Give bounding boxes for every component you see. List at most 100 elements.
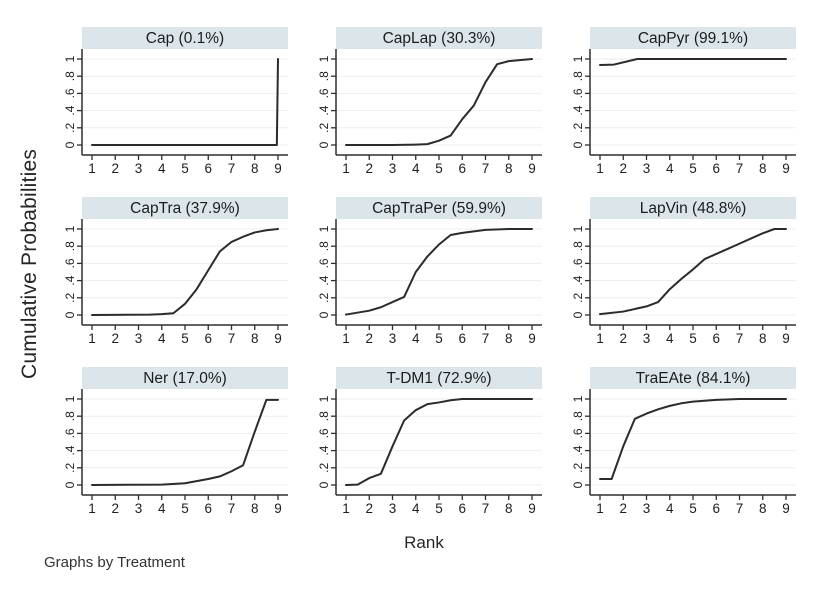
x-tick-label: 1: [342, 501, 350, 515]
x-tick-label: 8: [505, 501, 513, 515]
figure-footer: Graphs by Treatment: [44, 554, 185, 571]
x-tick-label: 6: [712, 161, 720, 175]
panel-LapVin: LapVin (48.8%) 0 .2 .4 .6 .8 1 1 2 3 4 5 6 7 8 9: [564, 197, 818, 345]
x-tick-label: 5: [181, 331, 189, 345]
y-tick-label: 1: [317, 55, 331, 62]
y-tick-label: .2: [63, 462, 77, 472]
x-tick-label: 8: [251, 161, 259, 175]
panel-plot-TraEAte: TraEAte (84.1%) 0 .2 .4 .6 .8 1 1 2 3 4 5 6 7 8 9: [571, 367, 796, 515]
y-tick-label: 1: [317, 225, 331, 232]
y-tick-label: 1: [571, 225, 585, 232]
y-tick-label: .4: [63, 445, 77, 455]
x-tick-label: 4: [666, 501, 674, 515]
x-tick-label: 8: [505, 161, 513, 175]
panel-title: CapTra (37.9%): [130, 200, 240, 217]
y-tick-label: .6: [571, 88, 585, 98]
x-tick-label: 7: [736, 161, 744, 175]
y-tick-label: .8: [571, 411, 585, 421]
panel-title: T-DM1 (72.9%): [386, 370, 491, 387]
panel-title-band: [590, 197, 796, 219]
y-tick-label: .6: [571, 428, 585, 438]
y-tick-label: 1: [63, 395, 77, 402]
y-tick-label: .4: [317, 445, 331, 455]
y-tick-label: 1: [63, 55, 77, 62]
x-tick-label: 8: [759, 161, 767, 175]
x-tick-label: 3: [643, 501, 651, 515]
panel-title-band: [82, 197, 288, 219]
panel-plot-T-DM1: T-DM1 (72.9%) 0 .2 .4 .6 .8 1 1 2 3 4 5 6 7 8 9: [317, 367, 542, 515]
x-tick-label: 3: [135, 331, 143, 345]
y-tick-label: .6: [317, 88, 331, 98]
x-tick-label: 7: [228, 331, 236, 345]
x-tick-label: 5: [689, 331, 697, 345]
panel-Cap: Cap (0.1%) 0 .2 .4 .6 .8 1 1 2 3 4 5 6 7 8 9: [56, 27, 310, 175]
y-tick-label: .8: [571, 241, 585, 251]
curve-CapLap: [345, 58, 533, 146]
panel-title: CapTraPer (59.9%): [372, 200, 506, 217]
panel-title: CapPyr (99.1%): [638, 30, 748, 47]
y-tick-label: .2: [571, 292, 585, 302]
panel-title: Ner (17.0%): [143, 370, 227, 387]
y-tick-label: .6: [63, 428, 77, 438]
x-tick-label: 5: [435, 331, 443, 345]
y-tick-label: .8: [571, 71, 585, 81]
x-tick-label: 1: [88, 331, 96, 345]
panel-plot-CapTra: CapTra (37.9%) 0 .2 .4 .6 .8 1 1 2 3 4 5 6 7 8 9: [63, 197, 288, 345]
curve-LapVin: [599, 228, 787, 316]
x-tick-label: 3: [389, 501, 397, 515]
y-tick-label: 0: [317, 311, 331, 318]
y-tick-label: 0: [571, 311, 585, 318]
y-tick-label: .6: [317, 258, 331, 268]
x-tick-label: 2: [619, 161, 627, 175]
x-tick-label: 9: [782, 161, 790, 175]
x-tick-label: 6: [458, 501, 466, 515]
x-tick-label: 3: [643, 331, 651, 345]
y-tick-label: .4: [63, 275, 77, 285]
y-tick-label: 1: [571, 395, 585, 402]
x-tick-label: 9: [274, 501, 282, 515]
y-tick-label: .8: [63, 411, 77, 421]
x-tick-label: 8: [251, 501, 259, 515]
panel-TraEAte: TraEAte (84.1%) 0 .2 .4 .6 .8 1 1 2 3 4 5 6 7 8 9: [564, 367, 818, 515]
x-tick-label: 2: [111, 501, 119, 515]
y-tick-label: .6: [63, 88, 77, 98]
x-tick-label: 6: [712, 501, 720, 515]
x-tick-label: 2: [111, 331, 119, 345]
y-tick-label: .8: [317, 411, 331, 421]
panel-Ner: Ner (17.0%) 0 .2 .4 .6 .8 1 1 2 3 4 5 6 7 8 9: [56, 367, 310, 515]
y-tick-label: .8: [63, 241, 77, 251]
panel-title: Cap (0.1%): [146, 30, 224, 47]
y-tick-label: 0: [317, 481, 331, 488]
x-tick-label: 8: [759, 331, 767, 345]
x-tick-label: 7: [482, 161, 490, 175]
x-tick-label: 4: [158, 501, 166, 515]
x-tick-label: 7: [736, 331, 744, 345]
y-tick-label: 0: [571, 481, 585, 488]
panels-grid: Cap (0.1%) 0 .2 .4 .6 .8 1 1 2 3 4 5 6 7 8 9 CapLap (30.…: [56, 27, 818, 515]
y-tick-label: .4: [571, 275, 585, 285]
x-tick-label: 8: [251, 331, 259, 345]
y-tick-label: 0: [571, 141, 585, 148]
x-tick-label: 3: [643, 161, 651, 175]
y-tick-label: .8: [317, 241, 331, 251]
x-tick-label: 7: [228, 161, 236, 175]
panel-title: CapLap (30.3%): [383, 30, 496, 47]
x-tick-label: 2: [365, 501, 373, 515]
x-tick-label: 6: [458, 331, 466, 345]
y-tick-label: 0: [317, 141, 331, 148]
panel-title: TraEAte (84.1%): [636, 370, 751, 387]
x-tick-label: 1: [342, 331, 350, 345]
y-tick-label: .4: [317, 275, 331, 285]
x-tick-label: 5: [689, 161, 697, 175]
x-tick-label: 1: [88, 501, 96, 515]
y-tick-label: 0: [63, 141, 77, 148]
x-axis-title: Rank: [404, 533, 444, 552]
y-tick-label: .8: [63, 71, 77, 81]
x-tick-label: 6: [458, 161, 466, 175]
y-tick-label: .2: [317, 122, 331, 132]
x-tick-label: 4: [158, 161, 166, 175]
x-tick-label: 2: [619, 331, 627, 345]
x-tick-label: 2: [111, 161, 119, 175]
y-tick-label: .2: [63, 122, 77, 132]
